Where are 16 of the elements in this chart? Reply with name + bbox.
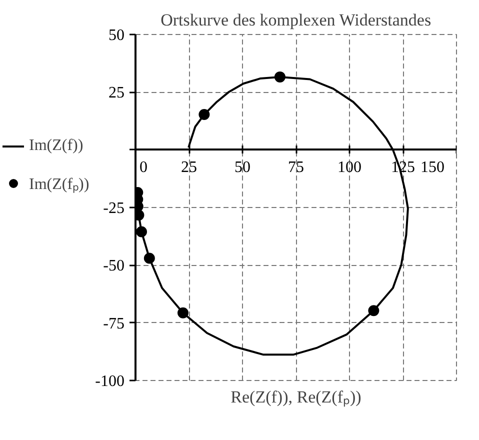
legend-label: Im(Z(fₚ)): [29, 175, 90, 194]
y-tick-label: 50: [108, 27, 124, 44]
x-tick-label: 75: [288, 158, 304, 176]
y-tick-label: -75: [103, 315, 124, 332]
x-tick-label: 150: [420, 158, 476, 176]
x-tick-label: 100: [338, 158, 362, 176]
x-tick-label: 0: [124, 158, 148, 176]
x-axis-title: Re(Z(f)), Re(Z(fₚ)): [230, 388, 362, 408]
chart-title: Ortskurve des komplexen Widerstandes: [160, 10, 432, 30]
y-tick-label: 25: [108, 84, 124, 102]
x-tick-label: 50: [234, 158, 250, 176]
y-tick-label: -100: [95, 373, 124, 390]
y-tick-label: -50: [103, 258, 124, 275]
y-tick-label: -25: [103, 200, 124, 217]
legend-label: Im(Z(f)): [29, 137, 84, 155]
x-tick-label: 25: [181, 158, 197, 176]
